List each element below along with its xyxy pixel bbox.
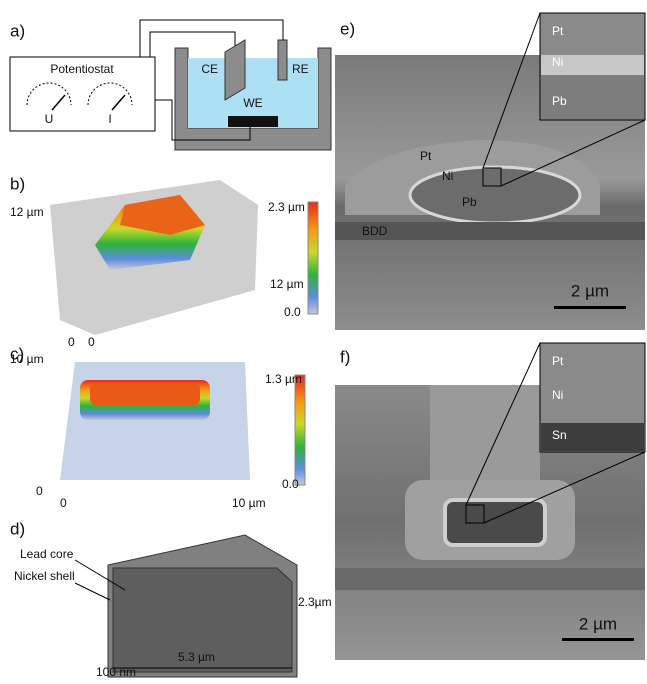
inset-label: Pb [552, 94, 567, 108]
dimension: 5.3 µm [178, 650, 215, 664]
colorbar-label: 0.0 [282, 477, 299, 491]
working-electrode [228, 116, 278, 127]
inset-label: Ni [552, 388, 563, 402]
afm-substrate [60, 362, 250, 480]
label: Nickel shell [14, 569, 75, 583]
panel-c: c) 10 µm 0 0 10 µm 1.3 µm 0.0 [10, 344, 305, 510]
electrode-label: WE [243, 96, 262, 110]
colorbar [308, 202, 318, 314]
panel-label: d) [10, 519, 25, 538]
electrode-label: RE [292, 62, 309, 76]
reference-electrode [278, 40, 287, 80]
panel-label: b) [10, 174, 25, 193]
dimension: 2.3µm [298, 595, 332, 609]
panel-d: d) Lead core Nickel shell 2.3µm 5.3 µm 1… [10, 519, 332, 679]
scale-label: 2 µm [579, 614, 617, 633]
panel-label: e) [340, 19, 355, 38]
axis-label: 0 [60, 496, 67, 510]
inset-label: Pt [552, 354, 564, 368]
layer-label: Ni [442, 169, 453, 183]
layer-label: Pb [462, 195, 477, 209]
scale-label: 2 µm [571, 281, 609, 300]
colorbar [295, 375, 305, 485]
layer-label: BDD [362, 224, 388, 238]
electrode-label: CE [201, 62, 218, 76]
axis-label: 0 [36, 484, 43, 498]
panel-b: b) 12 µm 0 0 12 µm 2.3 µm 0.0 [10, 174, 318, 349]
axis-label: 12 µm [10, 205, 44, 219]
inset-label: Ni [552, 55, 563, 69]
axis-label: 0 [88, 335, 95, 349]
colorbar-label: 0.0 [284, 305, 301, 319]
afm-top [90, 383, 200, 405]
cross-section [410, 167, 580, 223]
inset-label: Pt [552, 24, 564, 38]
panel-f: f) Pt Ni Sn 2 µm [335, 343, 645, 660]
scale-bar [554, 306, 626, 309]
layer-label: Pt [420, 149, 432, 163]
figure: a) Potentiostat U I CE RE WE b) 12 µm 0 … [0, 0, 647, 684]
scale-bar [562, 638, 634, 641]
inset-label: Sn [552, 428, 567, 442]
panel-a: a) Potentiostat U I CE RE WE [10, 20, 331, 150]
substrate [335, 568, 645, 590]
axis-label: 10 µm [232, 496, 266, 510]
panel-e: e) Pt Ni Pb Pt Ni Pb BDD 2 µm [335, 13, 645, 330]
instrument: Potentiostat [50, 62, 114, 76]
colorbar-label: 2.3 µm [268, 200, 305, 214]
axis-label: 12 µm [270, 277, 304, 291]
meter-label: U [45, 112, 54, 126]
pillar [430, 385, 540, 485]
cross-section [445, 500, 545, 545]
panel-label: f) [340, 347, 350, 366]
dimension: 100 nm [96, 665, 136, 679]
colorbar-label: 1.3 µm [265, 372, 302, 386]
axis-label: 10 µm [10, 352, 44, 366]
meter-label: I [108, 112, 111, 126]
panel-label: a) [10, 21, 25, 40]
axis-label: 0 [68, 335, 75, 349]
label: Lead core [20, 547, 74, 561]
